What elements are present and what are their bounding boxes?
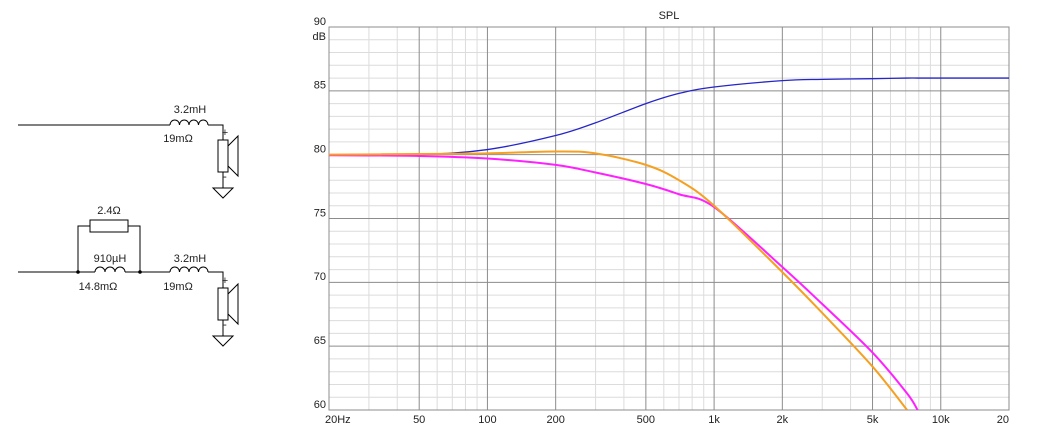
wire: [208, 124, 235, 199]
line-series: [329, 77, 1009, 156]
y-tick-label: 80: [314, 144, 326, 156]
label: -: [223, 171, 227, 183]
y-tick-label: 70: [314, 271, 326, 283]
junction: [76, 270, 80, 274]
label: 2.4Ω: [97, 205, 121, 217]
speaker: [217, 139, 229, 173]
y-tick-label: 65: [314, 335, 326, 347]
y-tick-label: 60: [314, 399, 326, 411]
label: -: [223, 319, 227, 331]
junction: [138, 270, 142, 274]
x-tick-label: 5k: [867, 414, 879, 426]
label: +: [222, 275, 228, 287]
plot-area: [329, 77, 1009, 410]
y-axis-label: dB: [313, 31, 326, 43]
x-tick-label: 20Hz: [325, 414, 351, 426]
x-tick-label: 200: [546, 414, 564, 426]
y-tick-label: 75: [314, 207, 326, 219]
inductor: [94, 266, 126, 273]
speaker-cone: [227, 282, 239, 326]
x-tick-label: 10k: [932, 414, 950, 426]
plot-frame: [328, 26, 1010, 411]
x-tick-label: 1k: [708, 414, 720, 426]
label: 14.8mΩ: [79, 281, 118, 293]
label: +: [222, 127, 228, 139]
wire: [18, 225, 170, 273]
x-tick-label: 50: [413, 414, 425, 426]
inductor: [169, 119, 209, 126]
line-series: [329, 154, 919, 410]
label: 3.2mH: [174, 253, 206, 265]
inductor: [169, 266, 209, 273]
speaker-cone: [227, 134, 239, 178]
label: 19mΩ: [163, 281, 193, 293]
y-tick-label: 90: [314, 16, 326, 28]
y-tick-label: 85: [314, 80, 326, 92]
x-tick-label: 100: [478, 414, 496, 426]
speaker: [217, 287, 229, 321]
line-series: [329, 150, 908, 410]
schematic: 3.2mH 19mΩ + - 2.4Ω 910µH 14.8mΩ 3.2mH 1…: [18, 104, 239, 347]
x-tick-label: 20: [997, 414, 1009, 426]
x-tick-label: 2k: [777, 414, 789, 426]
resistor: [89, 219, 129, 233]
x-tick-label: 500: [637, 414, 655, 426]
label: 19mΩ: [163, 133, 193, 145]
label: 910µH: [94, 253, 127, 265]
label: 3.2mH: [174, 104, 206, 116]
chart-title: SPL: [659, 10, 680, 22]
wire: [208, 271, 235, 347]
